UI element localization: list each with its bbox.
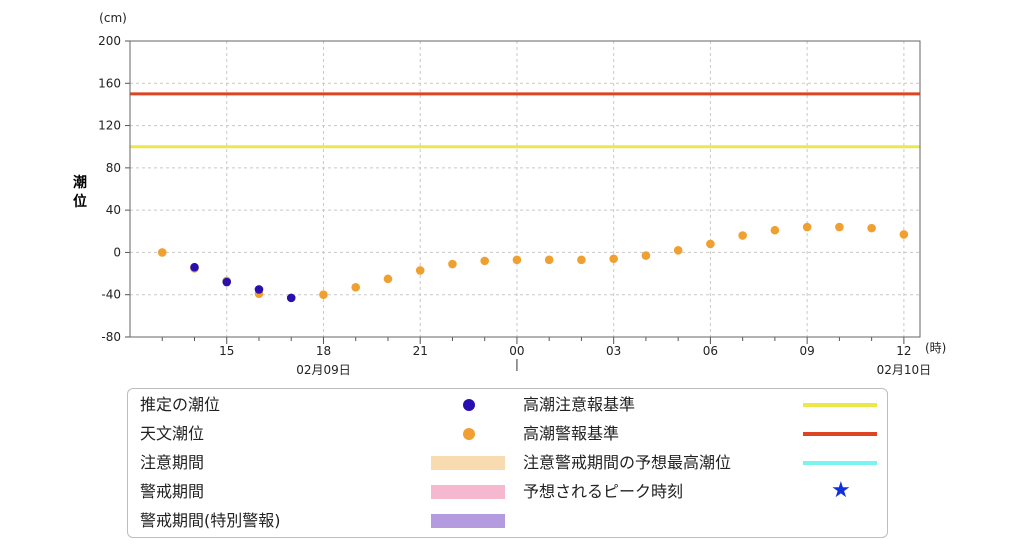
data-point (770, 225, 780, 235)
date-label: 02月10日 (877, 363, 932, 377)
legend-line (803, 403, 877, 407)
legend-item-warning-line: 高潮警報基準 (523, 422, 883, 446)
legend-item-astronomical: 天文潮位 (140, 422, 500, 446)
data-point (286, 293, 296, 303)
y-tick-label: 160 (98, 76, 121, 90)
legend-swatch (431, 456, 505, 470)
reference-lines (130, 92, 920, 149)
x-tick-label: 09 (800, 344, 815, 358)
legend-line (803, 432, 877, 436)
x-tick-label: 15 (219, 344, 234, 358)
x-unit-label: (時) (925, 341, 946, 355)
legend-label: 高潮警報基準 (523, 424, 620, 443)
data-points (157, 222, 909, 303)
data-point (415, 266, 425, 275)
x-tick-labels: 15 18 21 00 03 06 09 12 (219, 344, 911, 358)
data-point (351, 283, 361, 292)
data-point (641, 251, 651, 260)
data-point (706, 239, 715, 249)
x-tick-label: 18 (316, 344, 331, 358)
legend-item-warning-period: 警戒期間 (140, 480, 505, 504)
legend-marker (463, 428, 475, 440)
y-tick-label: -80 (101, 330, 121, 344)
legend-item-advisory-line: 高潮注意報基準 (523, 393, 883, 417)
data-point (157, 248, 167, 257)
data-point (448, 259, 457, 269)
star-icon: ★ (831, 478, 851, 503)
data-point (835, 222, 844, 232)
legend-marker (463, 399, 475, 411)
legend-item-caution-period: 注意期間 (140, 451, 505, 475)
legend-label: 天文潮位 (140, 424, 205, 443)
y-tick-label: 200 (98, 34, 121, 48)
y-tick-label: 40 (106, 203, 121, 217)
tide-chart: 200 160 120 80 40 0 -40 -80 15 18 21 00 03 06 09 12 02… (98, 11, 946, 377)
x-tick-label: 21 (413, 344, 428, 358)
data-point (738, 231, 747, 240)
date-labels: 02月09日 02月10日 (296, 363, 931, 377)
legend-label: 予想されるピーク時刻 (523, 482, 684, 501)
grid-lines (130, 41, 920, 337)
date-label: 02月09日 (296, 363, 351, 377)
data-point (383, 274, 393, 284)
legend-swatch (431, 514, 505, 528)
data-point (254, 285, 264, 294)
y-tick-label: 120 (98, 119, 121, 133)
legend-label: 警戒期間 (140, 482, 205, 501)
data-point (544, 255, 554, 265)
legend-label: 注意期間 (140, 453, 205, 472)
data-point (673, 246, 683, 255)
data-point (319, 290, 328, 300)
y-axis-title: 潮位 (73, 175, 87, 210)
data-point (222, 277, 232, 287)
data-point (867, 223, 876, 233)
data-point (512, 255, 522, 265)
legend-label: 推定の潮位 (140, 395, 221, 414)
data-point (609, 254, 618, 264)
x-tick-label: 03 (606, 344, 621, 358)
plot-frame (129, 40, 921, 338)
data-point (190, 262, 199, 272)
legend: 推定の潮位 天文潮位 注意期間 警戒期間 警戒期間(特別警報) 高潮注意報基準 … (127, 388, 888, 538)
axes (125, 40, 921, 371)
y-tick-label: 0 (113, 245, 121, 259)
legend-label: 警戒期間(特別警報) (140, 511, 281, 530)
data-point (480, 256, 489, 266)
y-unit-label: (cm) (99, 11, 127, 25)
data-point (577, 255, 586, 265)
data-point (899, 230, 909, 239)
x-tick-label: 12 (896, 344, 911, 358)
y-tick-label: -40 (101, 288, 121, 302)
legend-swatch (431, 485, 505, 499)
x-tick-label: 06 (703, 344, 718, 358)
y-tick-labels: 200 160 120 80 40 0 -40 -80 (98, 34, 121, 344)
data-point (802, 222, 812, 232)
legend-item-max-forecast: 注意警戒期間の予想最高潮位 (523, 451, 883, 475)
legend-label: 高潮注意報基準 (523, 395, 636, 414)
legend-line (803, 461, 877, 465)
x-tick-label: 00 (509, 344, 524, 358)
legend-item-peak-time: 予想されるピーク時刻 ★ (523, 478, 883, 504)
y-tick-label: 80 (106, 161, 121, 175)
legend-item-estimated: 推定の潮位 (140, 393, 500, 417)
legend-label: 注意警戒期間の予想最高潮位 (523, 453, 732, 472)
legend-item-special-warning-period: 警戒期間(特別警報) (140, 509, 505, 533)
